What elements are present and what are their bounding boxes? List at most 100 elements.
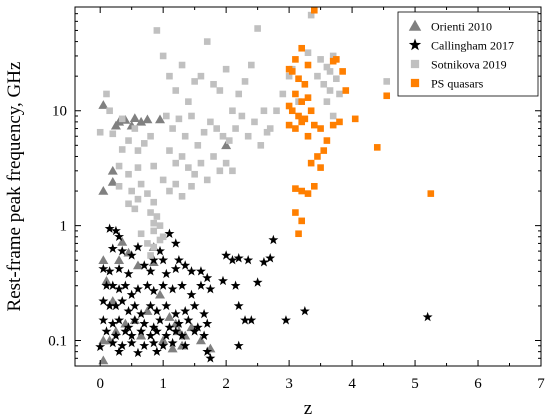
data-point — [118, 115, 126, 123]
data-point — [295, 112, 302, 120]
data-point — [126, 330, 137, 340]
data-point — [298, 187, 306, 195]
data-point — [351, 115, 359, 123]
data-point — [285, 121, 293, 129]
data-point — [197, 72, 205, 80]
data-point — [109, 130, 117, 138]
data-point — [298, 44, 306, 52]
data-point — [133, 241, 143, 252]
data-point — [227, 255, 238, 265]
data-point — [213, 125, 220, 132]
y-axis-title: Rest-frame peak frequency, GHz — [4, 62, 25, 312]
data-point — [118, 146, 126, 153]
x-tick-label: 1 — [159, 376, 167, 392]
data-point — [114, 283, 125, 294]
data-point — [131, 205, 139, 213]
data-point — [98, 355, 109, 365]
data-point — [150, 198, 158, 206]
data-point — [163, 112, 170, 120]
data-point — [172, 87, 180, 94]
data-point — [137, 230, 145, 238]
data-point — [170, 308, 181, 319]
data-point — [307, 107, 315, 115]
data-point — [128, 187, 135, 195]
x-axis-title: z — [304, 398, 312, 419]
data-point — [175, 115, 183, 123]
data-point — [254, 25, 261, 32]
data-point — [304, 190, 312, 197]
x-tick-label: 0 — [96, 376, 104, 392]
data-point — [98, 255, 109, 264]
data-point — [233, 300, 244, 311]
data-point — [178, 153, 186, 160]
data-point — [241, 78, 249, 85]
data-point — [323, 63, 331, 71]
data-point — [167, 343, 178, 353]
data-point — [317, 125, 324, 132]
data-point — [295, 230, 302, 238]
data-point — [221, 140, 232, 150]
data-point — [134, 195, 142, 203]
data-point — [191, 78, 198, 85]
data-point — [139, 340, 150, 350]
data-point — [304, 132, 312, 140]
data-point — [285, 72, 293, 80]
data-point — [203, 176, 211, 184]
legend-label: Callingham 2017 — [431, 39, 514, 53]
data-point — [156, 222, 164, 229]
data-point — [159, 52, 167, 60]
series-ps-quasars — [285, 6, 435, 238]
data-point — [117, 340, 128, 350]
data-point — [281, 315, 291, 325]
data-point — [383, 92, 391, 100]
data-point — [229, 107, 236, 115]
series-callingham-2017 — [95, 223, 433, 363]
data-point — [158, 340, 169, 350]
legend-marker — [410, 59, 420, 69]
data-point — [173, 255, 184, 265]
data-point — [142, 280, 153, 290]
data-point — [155, 315, 165, 325]
data-point — [125, 137, 132, 144]
legend-marker — [408, 38, 422, 51]
data-point — [222, 159, 230, 167]
data-point — [110, 225, 121, 236]
data-point — [210, 80, 217, 88]
data-point — [185, 98, 192, 105]
data-point — [107, 337, 118, 348]
data-point — [202, 318, 213, 328]
data-point — [110, 120, 121, 130]
data-point — [153, 27, 161, 34]
data-point — [101, 280, 112, 290]
data-point — [123, 322, 134, 332]
x-tick-label: 7 — [537, 376, 545, 392]
data-point — [196, 266, 206, 276]
data-point — [298, 98, 306, 105]
data-point — [194, 142, 202, 149]
plot-frame — [74, 6, 542, 367]
data-point — [263, 128, 271, 136]
data-point — [158, 255, 169, 265]
data-point — [248, 61, 255, 69]
data-point — [180, 260, 191, 270]
data-point — [104, 300, 115, 311]
x-tick-label: 2 — [222, 376, 230, 392]
data-point — [266, 125, 274, 132]
data-point — [151, 346, 162, 356]
data-point — [125, 170, 132, 178]
data-point — [219, 132, 227, 140]
data-point — [383, 78, 391, 85]
data-point — [304, 94, 312, 101]
data-point — [292, 125, 299, 132]
x-tick-label: 6 — [474, 376, 482, 392]
data-point — [177, 330, 187, 340]
data-point — [292, 185, 299, 192]
data-point — [238, 112, 246, 120]
data-point — [120, 280, 131, 290]
data-point — [164, 312, 175, 321]
data-point — [150, 243, 158, 251]
data-point — [186, 289, 197, 299]
x-tick-label: 5 — [411, 376, 419, 392]
data-point — [251, 118, 258, 126]
data-point — [155, 289, 166, 299]
